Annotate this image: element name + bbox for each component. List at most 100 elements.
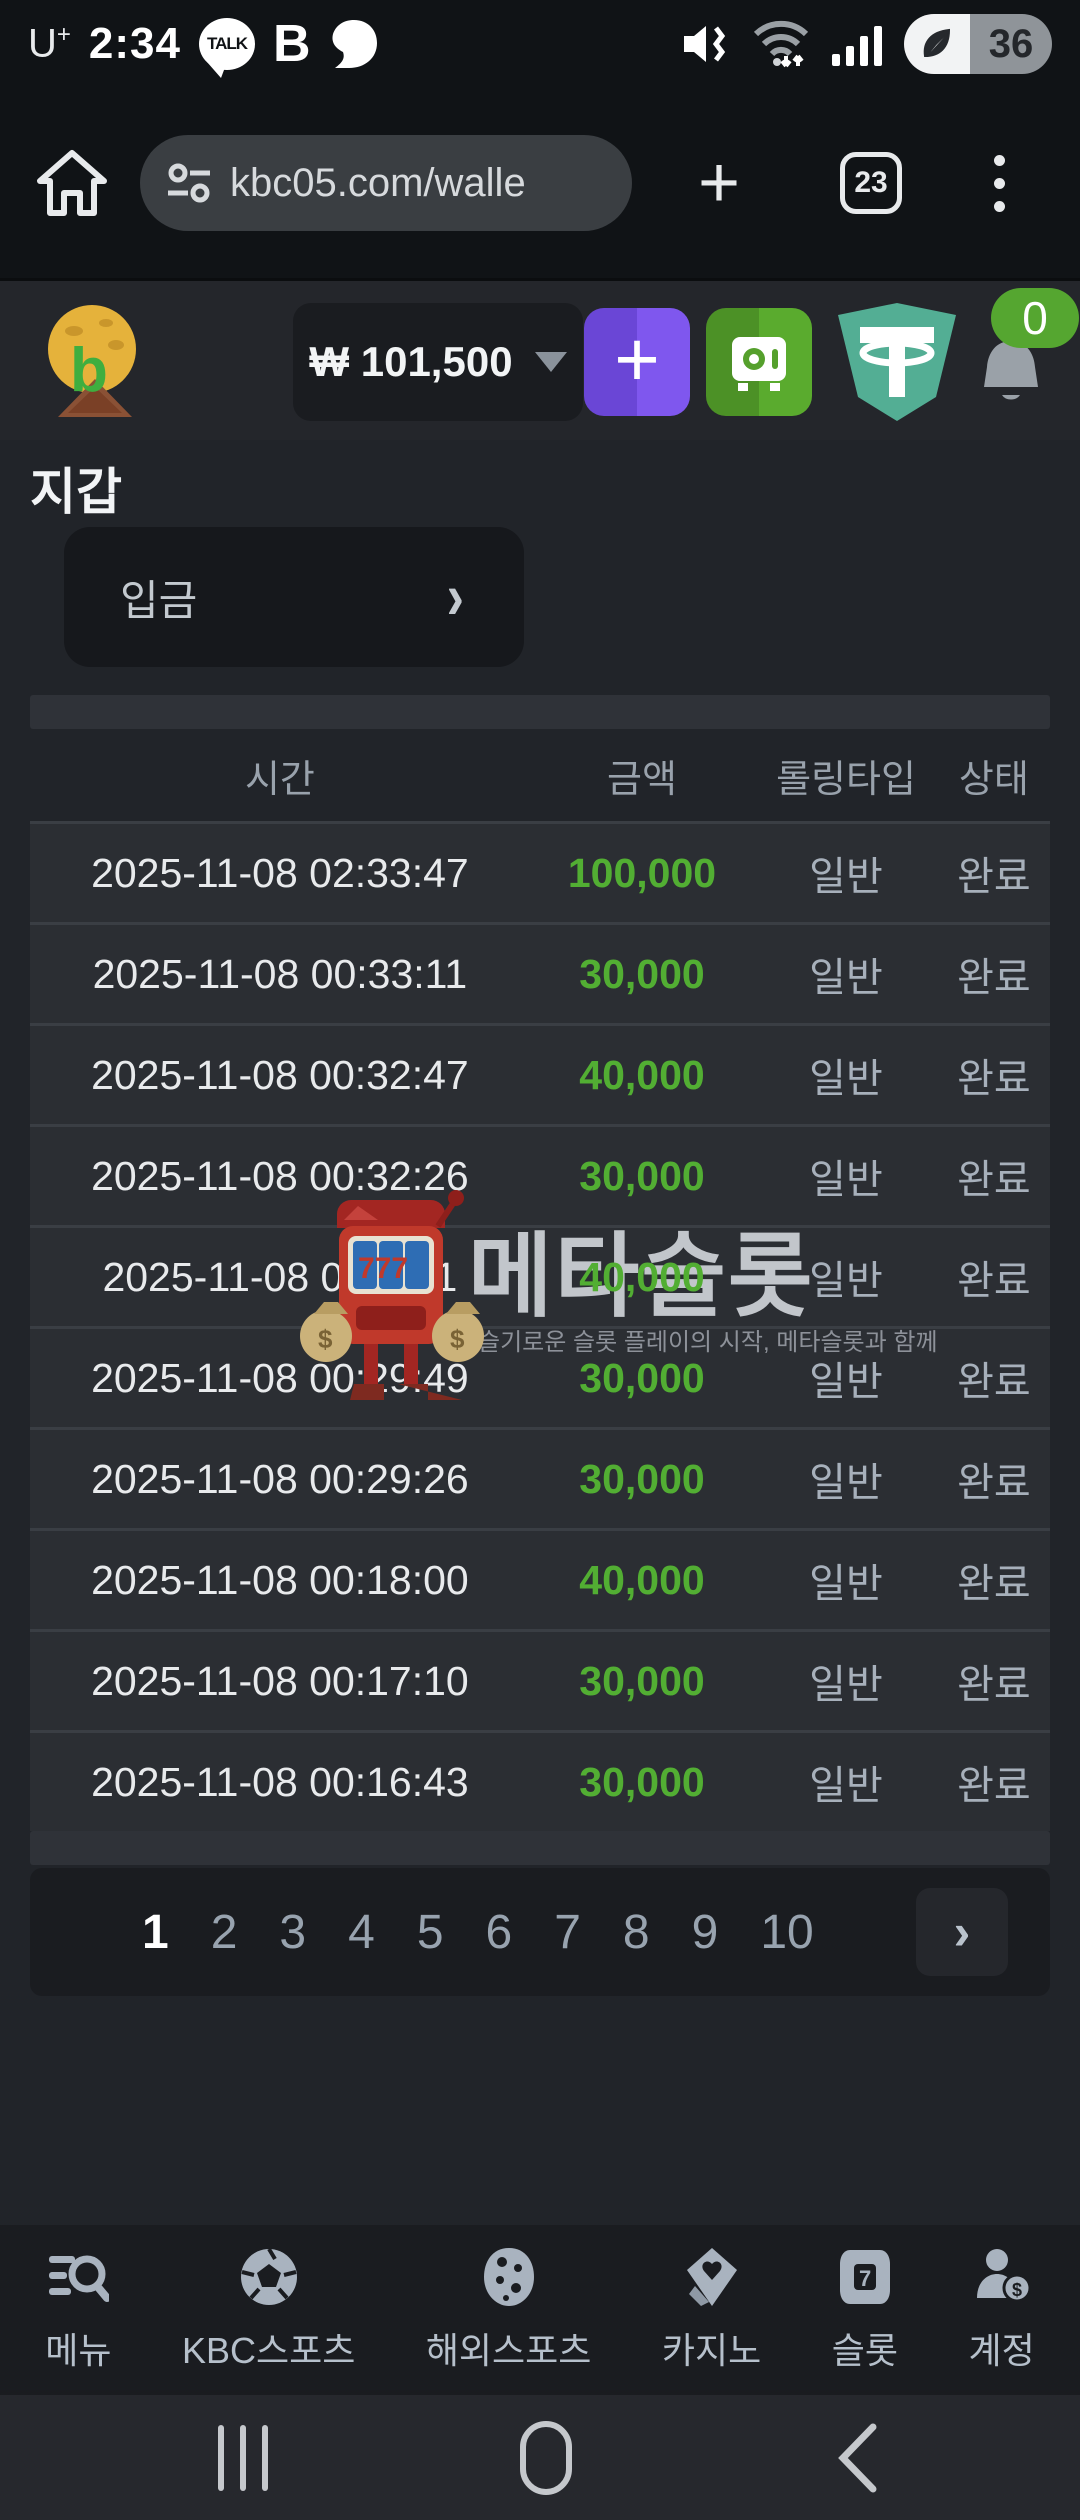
deposit-button[interactable]: 입금 ›: [64, 527, 524, 667]
site-settings-icon[interactable]: [166, 160, 212, 206]
notification-badge: 0: [991, 288, 1079, 348]
chevron-right-icon: ›: [446, 560, 464, 634]
row-status: 완료: [957, 1764, 1031, 1808]
comma-app-notification-icon: [332, 20, 377, 68]
page-button-8[interactable]: 8: [622, 1905, 650, 1959]
nav-item-casino[interactable]: 카지노: [662, 2246, 761, 2374]
row-status: 완료: [957, 956, 1031, 1000]
balance-dropdown[interactable]: ₩ 101,500: [293, 303, 583, 421]
svg-text:$: $: [450, 1324, 465, 1354]
tether-usdt-button[interactable]: [836, 301, 958, 423]
page-button-5[interactable]: 5: [416, 1905, 444, 1959]
tab-switcher-button[interactable]: 23: [840, 152, 903, 214]
deposit-quick-button[interactable]: +: [584, 308, 690, 416]
row-amount: 30,000: [579, 1354, 705, 1401]
menu-search-icon: [49, 2255, 110, 2302]
column-header-status: 상태: [958, 758, 1029, 801]
row-rolling-type: 일반: [809, 1663, 883, 1707]
next-page-button[interactable]: ›: [916, 1888, 1008, 1976]
row-amount: 30,000: [579, 1657, 705, 1704]
browser-home-button[interactable]: [34, 145, 110, 221]
browser-toolbar: kbc05.com/walle + 23: [0, 88, 1080, 278]
row-time: 2025-11-08 00:18:00: [91, 1556, 469, 1603]
row-amount: 40,000: [579, 1051, 705, 1098]
row-status: 완료: [957, 1057, 1031, 1101]
row-rolling-type: 일반: [809, 1764, 883, 1808]
home-button[interactable]: [520, 2420, 572, 2495]
row-amount: 30,000: [579, 1758, 705, 1805]
row-status: 완료: [957, 1360, 1031, 1404]
wifi-icon: [753, 20, 809, 68]
row-time: 2025-11-08 02:33:47: [91, 849, 469, 896]
table-row: 2025-11-08 00:30:1 40,000 일반 완료: [30, 1225, 1050, 1326]
table-row: 2025-11-08 00:32:26 30,000 일반 완료: [30, 1124, 1050, 1225]
column-header-amount: 금액: [607, 758, 677, 801]
status-time: 2:34: [88, 19, 181, 68]
signal-strength-icon: [832, 26, 882, 66]
page-button-10[interactable]: 10: [760, 1905, 814, 1959]
table-row: 2025-11-08 00:32:47 40,000 일반 완료: [30, 1023, 1050, 1124]
svg-text:$: $: [1012, 2280, 1022, 2300]
bell-icon: [984, 341, 1038, 400]
nav-item-kbc-sports[interactable]: KBC스포츠: [182, 2246, 355, 2374]
new-tab-button[interactable]: +: [698, 143, 741, 223]
site-header: b ₩ 101,500 +: [0, 278, 1080, 440]
row-rolling-type: 일반: [809, 1057, 883, 1101]
battery-indicator: 36: [904, 14, 1052, 74]
page-button-7[interactable]: 7: [554, 1905, 581, 1959]
browser-menu-button[interactable]: [994, 154, 1006, 212]
page-button-1[interactable]: 1: [142, 1905, 169, 1959]
nav-item-overseas-sports[interactable]: 해외스포츠: [426, 2246, 591, 2374]
table-scrollbar-top[interactable]: [30, 695, 1050, 729]
nav-item-menu[interactable]: 메뉴: [45, 2246, 111, 2374]
page-button-2[interactable]: 2: [210, 1905, 238, 1959]
row-amount: 30,000: [579, 1152, 705, 1199]
kakaotalk-notification-icon: TALK: [198, 18, 255, 78]
row-status: 완료: [957, 1461, 1031, 1505]
row-amount: 100,000: [567, 849, 717, 896]
row-status: 완료: [957, 1562, 1031, 1606]
vault-button[interactable]: [706, 308, 812, 416]
notifications-button[interactable]: 0: [975, 288, 1079, 431]
slot-machine-mascot-watermark: 777 $ $: [300, 1190, 484, 1400]
row-rolling-type: 일반: [809, 1259, 883, 1303]
row-status: 완료: [957, 1158, 1031, 1202]
svg-text:777: 777: [358, 1252, 408, 1285]
android-navigation-bar: [0, 2395, 1080, 2520]
row-rolling-type: 일반: [809, 855, 883, 899]
page-button-4[interactable]: 4: [348, 1905, 375, 1959]
page-button-9[interactable]: 9: [691, 1905, 719, 1959]
table-row: 2025-11-08 00:33:11 30,000 일반 완료: [30, 922, 1050, 1023]
pagination: 1 2 3 4 5 6 7 8 9 10 ›: [30, 1868, 1050, 1996]
url-text[interactable]: kbc05.com/walle: [230, 160, 526, 205]
watermark-brand-text: 메타슬롯: [468, 1226, 815, 1328]
recent-apps-button[interactable]: [218, 2424, 268, 2491]
page-button-6[interactable]: 6: [485, 1905, 513, 1959]
bottom-navigation: 메뉴 KBC스포츠 해외스포츠: [0, 2225, 1080, 2395]
chevron-down-icon: [534, 352, 567, 372]
table-row: 2025-11-08 00:29:49 30,000 일반 완료: [30, 1326, 1050, 1427]
row-rolling-type: 일반: [809, 1360, 883, 1404]
table-scrollbar-bottom[interactable]: [30, 1831, 1050, 1865]
table-row: 2025-11-08 00:17:10 30,000 일반 완료: [30, 1629, 1050, 1730]
table-row: 2025-11-08 00:18:00 40,000 일반 완료: [30, 1528, 1050, 1629]
b-app-notification-icon: B: [272, 15, 311, 73]
row-rolling-type: 일반: [809, 1562, 883, 1606]
battery-percent: 36: [970, 14, 1052, 74]
row-time: 2025-11-08 00:32:26: [91, 1152, 469, 1199]
vibrate-mute-icon: [684, 26, 726, 62]
deposit-history-table: 시간 금액 롤링타입 상태 2025-11-08 02:33:47 100,00…: [30, 695, 1050, 1865]
soccer-ball-icon: [240, 2247, 297, 2305]
spotted-ball-icon: [483, 2248, 534, 2306]
back-button[interactable]: [835, 2423, 879, 2493]
column-header-time: 시간: [244, 758, 315, 801]
nav-item-account[interactable]: $ 계정: [968, 2246, 1035, 2374]
site-logo[interactable]: b: [40, 301, 150, 419]
url-bar[interactable]: kbc05.com/walle: [140, 135, 632, 231]
nav-item-slots[interactable]: 7 슬롯: [832, 2246, 898, 2374]
account-money-icon: $: [976, 2249, 1032, 2303]
carrier-label: U+: [28, 21, 71, 66]
page-button-3[interactable]: 3: [279, 1905, 307, 1959]
slot-machine-icon: 7: [839, 2250, 890, 2304]
